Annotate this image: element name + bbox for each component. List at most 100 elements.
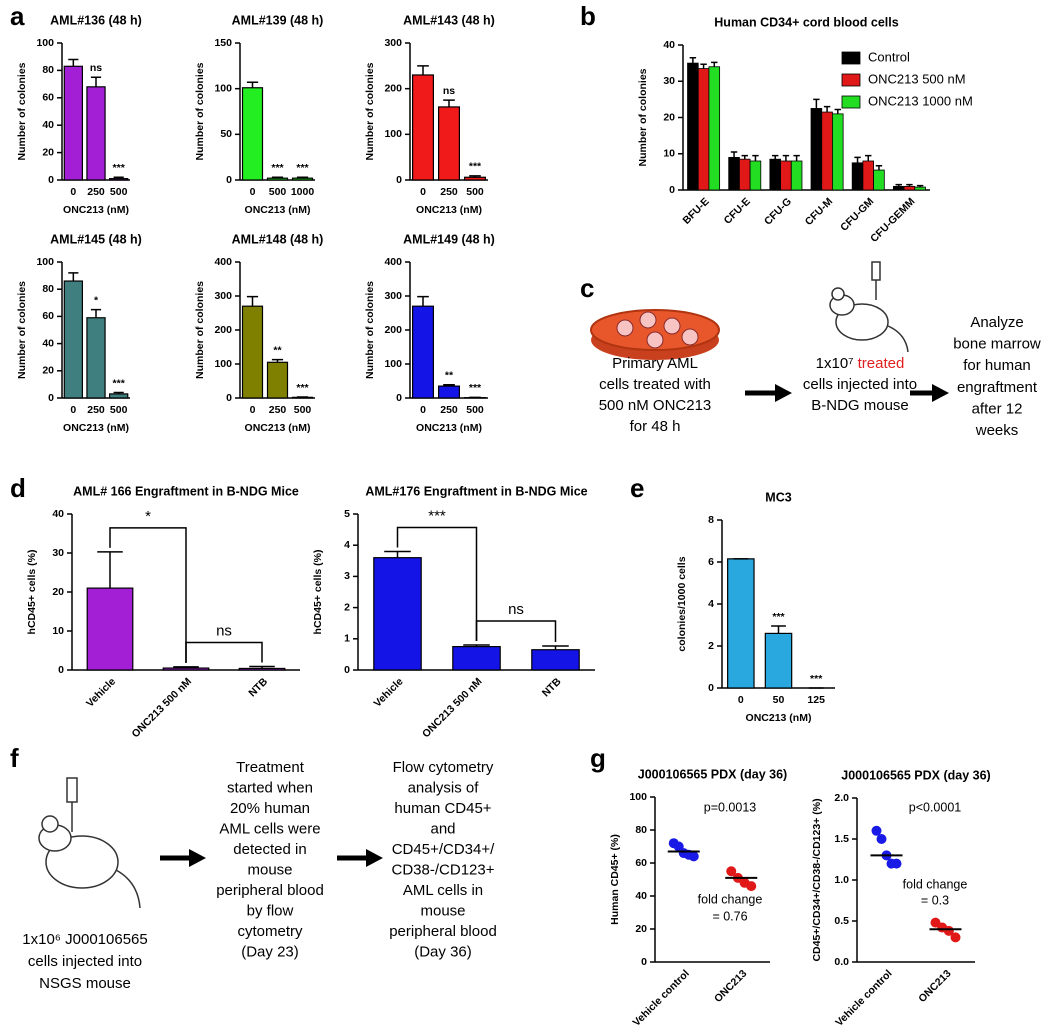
diagram-text: 1x10⁶ J000106565 — [22, 931, 147, 948]
y-tick-label: 100 — [629, 791, 647, 803]
bar — [86, 587, 134, 671]
x-tick-label: 0 — [250, 186, 256, 198]
bar — [63, 280, 84, 399]
legend-label: ONC213 1000 nM — [868, 93, 973, 108]
x-tick-label: Vehicle control — [631, 968, 692, 1026]
bar — [452, 645, 501, 671]
y-tick-label: 80 — [42, 283, 54, 295]
legend-swatch — [841, 95, 861, 109]
bar — [832, 113, 844, 191]
panel-label: c — [580, 273, 594, 303]
error-bar — [97, 551, 123, 589]
significance-label: *** — [271, 162, 284, 174]
y-tick-label: 80 — [635, 824, 647, 836]
diagram-text: CD45+/CD34+/ — [392, 841, 495, 858]
y-tick-label: 0 — [344, 664, 350, 676]
x-tick-label: Vehicle — [372, 675, 406, 709]
x-axis-label: ONC213 (nM) — [63, 422, 129, 434]
x-axis-label: ONC213 (nM) — [245, 204, 311, 216]
y-tick-label: 0.5 — [834, 915, 849, 927]
y-tick-label: 40 — [663, 39, 675, 51]
diagram-text: peripheral blood — [216, 882, 324, 899]
y-tick-label: 200 — [214, 324, 232, 336]
y-tick-label: 60 — [42, 92, 54, 104]
x-tick-label: 500 — [294, 404, 312, 416]
diagram-text: human CD45+ — [394, 800, 491, 817]
error-bar — [90, 76, 102, 87]
y-tick-label: 100 — [214, 358, 232, 370]
y-tick-label: 300 — [384, 37, 402, 49]
diagram-text: weeks — [975, 422, 1019, 439]
bar — [914, 186, 926, 191]
y-tick-label: 20 — [52, 586, 64, 598]
arrow — [745, 384, 949, 402]
diagram-text: mouse — [247, 861, 292, 878]
error-bar — [689, 56, 697, 64]
y-tick-label: 0.0 — [834, 956, 849, 968]
y-tick-label: 300 — [384, 290, 402, 302]
y-tick-label: 0 — [226, 392, 232, 404]
error-bar — [469, 175, 481, 178]
bar — [412, 305, 435, 399]
diagram-text: analysis of — [408, 779, 480, 796]
x-tick-label: 1000 — [291, 186, 315, 198]
x-axis-label: ONC213 (nM) — [245, 422, 311, 434]
error-bar — [865, 154, 872, 161]
y-tick-label: 100 — [384, 358, 402, 370]
data-point — [726, 866, 737, 877]
error-bar — [793, 154, 800, 161]
bar — [464, 176, 487, 181]
x-tick-label: ONC213 — [916, 967, 953, 1004]
bar — [892, 185, 905, 191]
y-tick-label: 0 — [48, 392, 54, 404]
diagram-text: Flow cytometry — [393, 759, 494, 776]
diagram-text: Treatment — [236, 759, 305, 776]
error-bar — [68, 58, 79, 67]
x-tick-label: 500 — [110, 404, 128, 416]
chart-title: AML#145 (48 h) — [50, 232, 142, 246]
y-tick-label: 10 — [52, 625, 64, 637]
significance-label: * — [94, 294, 99, 306]
bar — [108, 178, 129, 181]
y-axis-label: Number of colonies — [16, 281, 28, 379]
bar — [728, 156, 740, 191]
diagram-text: 1x10⁷ treated — [816, 355, 905, 372]
chart-title: AML#176 Engraftment in B-NDG Mice — [365, 484, 587, 498]
annotation: fold change — [698, 892, 763, 906]
bracket-label: ns — [508, 601, 524, 618]
y-tick-label: 20 — [42, 365, 54, 377]
error-bar — [711, 61, 718, 67]
significance-label: *** — [469, 161, 482, 173]
y-tick-label: 100 — [36, 37, 54, 49]
y-tick-label: 400 — [384, 256, 402, 268]
panel-label: g — [590, 743, 606, 773]
y-axis-label: colonies/1000 cells — [676, 556, 688, 651]
panel-label: a — [10, 1, 25, 31]
annotation: = 0.76 — [712, 909, 747, 923]
bar — [862, 160, 875, 191]
y-tick-label: 60 — [42, 310, 54, 322]
bar — [851, 162, 864, 191]
error-bar — [417, 295, 429, 307]
y-tick-label: 0 — [48, 174, 54, 186]
y-tick-label: 200 — [384, 324, 402, 336]
bar — [291, 177, 314, 181]
significance-label: *** — [772, 611, 785, 623]
x-tick-label: NTB — [246, 675, 270, 699]
y-axis-label: Human CD45+ (%) — [609, 834, 621, 925]
bar — [266, 177, 289, 181]
y-axis-label: Number of colonies — [16, 62, 28, 160]
error-bar — [854, 156, 861, 163]
y-tick-label: 20 — [663, 111, 675, 123]
error-bar — [834, 108, 841, 114]
annotation: fold change — [903, 877, 968, 891]
diagram-text: 20% human — [230, 800, 310, 817]
error-bar — [443, 99, 455, 107]
error-bar — [813, 98, 820, 109]
bracket — [109, 527, 187, 663]
error-bar — [246, 81, 259, 88]
annotation: p=0.0013 — [704, 800, 757, 814]
diagram-text: by flow — [247, 902, 294, 919]
chart-title: AML#143 (48 h) — [403, 13, 495, 27]
